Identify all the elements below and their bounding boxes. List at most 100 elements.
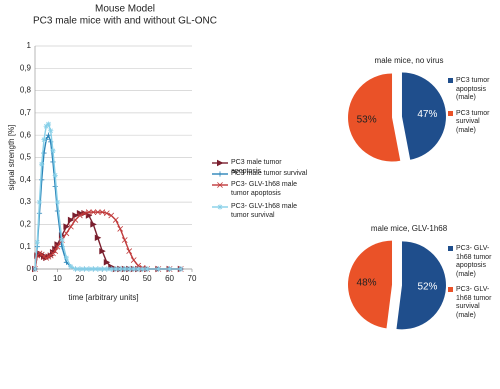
legend-marker bbox=[217, 171, 223, 177]
pie-slice bbox=[348, 240, 393, 329]
point-marker bbox=[131, 266, 137, 272]
point-marker bbox=[45, 121, 52, 127]
slice-label: 48% bbox=[357, 278, 377, 289]
point-marker bbox=[140, 266, 146, 272]
point-marker bbox=[81, 266, 87, 272]
y-tick-label: 1 bbox=[27, 41, 32, 50]
y-tick-label: 0,3 bbox=[20, 197, 32, 206]
y-tick-label: 0,4 bbox=[20, 175, 32, 184]
legend-label: PC3 male tumor survival bbox=[231, 170, 308, 177]
x-axis-label: time [arbitrary units] bbox=[68, 293, 138, 302]
point-marker bbox=[52, 248, 59, 255]
legend-item: PC3- GLV-1h68 tumor survival (male) bbox=[448, 286, 500, 320]
point-marker bbox=[135, 266, 141, 272]
point-marker bbox=[45, 132, 52, 138]
point-marker bbox=[99, 209, 106, 216]
legend-label: PC3 tumor survival (male) bbox=[456, 109, 490, 134]
point-marker bbox=[76, 212, 83, 219]
pie-slice bbox=[396, 241, 446, 330]
x-tick-label: 60 bbox=[165, 274, 174, 283]
point-marker bbox=[178, 266, 184, 272]
y-tick-label: 0,6 bbox=[20, 130, 32, 139]
point-marker bbox=[95, 266, 101, 272]
point-marker bbox=[50, 148, 56, 154]
legend-swatch bbox=[448, 110, 453, 116]
point-marker bbox=[144, 266, 150, 272]
point-marker bbox=[72, 212, 79, 219]
legend-marker bbox=[217, 204, 223, 210]
legend-marker bbox=[217, 159, 224, 167]
point-marker bbox=[99, 266, 105, 272]
point-marker bbox=[103, 259, 111, 266]
point-marker bbox=[50, 159, 56, 165]
y-tick-label: 0 bbox=[27, 264, 32, 273]
slice-label: 52% bbox=[417, 282, 437, 293]
point-marker bbox=[72, 266, 78, 272]
point-marker bbox=[90, 221, 97, 228]
point-marker bbox=[112, 217, 119, 223]
legend-label: PC3 male tumor apoptosis bbox=[231, 159, 282, 175]
point-marker bbox=[81, 210, 88, 217]
legend-marker bbox=[217, 182, 223, 188]
point-marker bbox=[90, 266, 96, 272]
pie-title: male mice, GLV-1h68 bbox=[371, 224, 448, 233]
point-marker bbox=[39, 177, 45, 183]
point-marker bbox=[34, 239, 40, 245]
point-marker bbox=[52, 172, 58, 178]
pie-title: male mice, no virus bbox=[375, 56, 444, 65]
point-marker bbox=[126, 266, 132, 272]
point-marker bbox=[117, 225, 124, 232]
point-marker bbox=[108, 266, 114, 272]
point-marker bbox=[130, 257, 137, 263]
point-marker bbox=[166, 266, 173, 272]
point-marker bbox=[36, 199, 43, 205]
slice-label: 53% bbox=[357, 115, 377, 126]
point-marker bbox=[103, 210, 110, 217]
y-tick-label: 0,2 bbox=[20, 220, 32, 229]
series-line bbox=[34, 211, 181, 270]
point-marker bbox=[41, 137, 47, 143]
y-tick-label: 0,8 bbox=[20, 86, 32, 95]
x-tick-label: 10 bbox=[53, 274, 62, 283]
x-tick-label: 30 bbox=[98, 274, 107, 283]
pie-slice bbox=[348, 73, 401, 162]
legend-swatch bbox=[448, 246, 453, 251]
point-marker bbox=[54, 243, 61, 250]
legend-swatch bbox=[448, 287, 453, 292]
legend-item: PC3 tumor survival (male) bbox=[448, 110, 500, 136]
x-tick-label: 20 bbox=[75, 274, 84, 283]
point-marker bbox=[94, 209, 101, 216]
legend-label: PC3 tumor apoptosis (male) bbox=[456, 77, 490, 101]
y-tick-label: 0,5 bbox=[20, 153, 32, 162]
point-marker bbox=[59, 237, 65, 243]
x-tick-label: 50 bbox=[143, 274, 152, 283]
point-marker bbox=[68, 223, 74, 230]
point-marker bbox=[52, 183, 58, 190]
slice-label: 47% bbox=[417, 109, 437, 120]
point-marker bbox=[126, 248, 133, 255]
point-marker bbox=[85, 209, 92, 216]
point-marker bbox=[32, 266, 38, 272]
x-tick-label: 70 bbox=[188, 274, 197, 283]
point-marker bbox=[54, 199, 61, 205]
y-tick-label: 0,1 bbox=[20, 242, 32, 251]
point-marker bbox=[86, 266, 92, 272]
point-marker bbox=[121, 237, 128, 243]
legend-swatch bbox=[448, 78, 453, 83]
point-marker bbox=[67, 216, 75, 224]
point-marker bbox=[43, 123, 49, 129]
point-marker bbox=[90, 209, 97, 216]
y-axis-label: signal strength [%] bbox=[7, 125, 16, 191]
point-marker bbox=[77, 266, 83, 272]
point-marker bbox=[63, 230, 70, 237]
point-marker bbox=[68, 264, 74, 270]
point-marker bbox=[155, 266, 161, 272]
legend-item: PC3 tumor apoptosis (male) bbox=[448, 77, 500, 103]
point-marker bbox=[72, 217, 79, 223]
series-line bbox=[34, 212, 181, 270]
point-marker bbox=[108, 212, 115, 219]
legend: PC3 tumor apoptosis (male) PC3 tumor surv… bbox=[448, 77, 500, 135]
y-tick-label: 0,9 bbox=[20, 63, 32, 72]
